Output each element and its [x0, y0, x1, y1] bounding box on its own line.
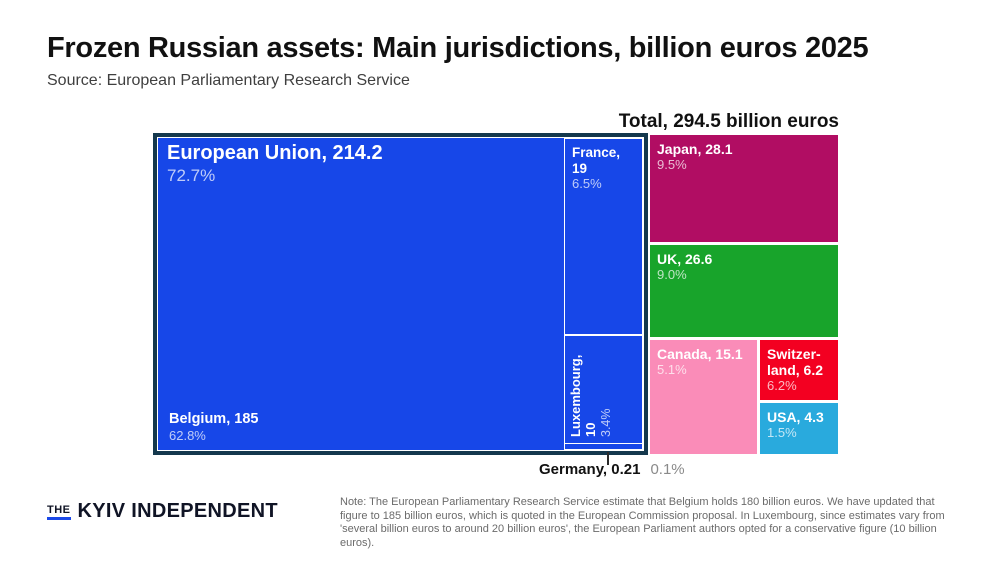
treemap-cell-eu-inner: European Union, 214.2 72.7% Belgium, 185… [157, 137, 644, 451]
germany-callout: Germany, 0.21 0.1% [539, 461, 685, 478]
cell-pct-france: 6.5% [572, 176, 602, 192]
luxembourg-rotated-label: Luxembourg, 10 3.4% [568, 341, 615, 438]
cell-label-switzerland: Switzer- land, 6.2 [767, 346, 824, 379]
treemap-cell-switzerland: Switzer- land, 6.2 6.2% [760, 340, 838, 400]
logo-name-text: KYIV INDEPENDENT [77, 500, 278, 522]
cell-label-usa: USA, 4.3 [767, 409, 824, 425]
page-title: Frozen Russian assets: Main jurisdiction… [47, 32, 869, 64]
cell-pct-uk: 9.0% [657, 267, 687, 283]
callout-pct-germany: 0.1% [650, 461, 685, 478]
cell-pct-canada: 5.1% [657, 362, 687, 378]
callout-label-germany: Germany, 0.21 [539, 461, 641, 478]
cell-label-uk: UK, 26.6 [657, 251, 713, 267]
treemap-cell-france: France, 19 6.5% [564, 138, 643, 335]
eu-label-box: European Union, 214.2 72.7% [167, 142, 383, 186]
treemap-cell-japan: Japan, 28.1 9.5% [650, 135, 838, 242]
footnote: Note: The European Parliamentary Researc… [340, 496, 945, 549]
cell-label-european-union: European Union, 214.2 [167, 142, 383, 164]
total-label: Total, 294.5 billion euros [618, 111, 839, 132]
treemap-cell-belgium: Belgium, 185 62.8% [169, 411, 258, 444]
cell-label-belgium: Belgium, 185 [169, 411, 259, 428]
treemap-chart: European Union, 214.2 72.7% Belgium, 185… [153, 133, 838, 455]
cell-label-canada: Canada, 15.1 [657, 346, 743, 362]
treemap-cell-canada: Canada, 15.1 5.1% [650, 340, 757, 454]
cell-label-luxembourg: Luxembourg, 10 [568, 354, 598, 437]
cell-pct-luxembourg: 3.4% [598, 408, 613, 438]
treemap-cell-european-union: European Union, 214.2 72.7% Belgium, 185… [153, 133, 648, 455]
cell-label-france: France, 19 [572, 145, 621, 176]
source-label: Source: European Parliamentary Research … [47, 72, 410, 89]
cell-pct-usa: 1.5% [767, 425, 797, 441]
cell-pct-switzerland: 6.2% [767, 378, 797, 394]
germany-callout-line [607, 452, 609, 465]
treemap-cell-luxembourg: Luxembourg, 10 3.4% [564, 335, 643, 444]
kyiv-independent-logo: THE KYIV INDEPENDENT [47, 500, 278, 523]
treemap-cell-germany [564, 443, 643, 450]
cell-label-japan: Japan, 28.1 [657, 141, 733, 157]
cell-pct-belgium: 62.8% [169, 427, 206, 443]
cell-pct-japan: 9.5% [657, 157, 687, 173]
logo-the-text: THE [47, 504, 71, 520]
treemap-cell-usa: USA, 4.3 1.5% [760, 403, 838, 454]
treemap-cell-uk: UK, 26.6 9.0% [650, 245, 838, 337]
cell-pct-european-union: 72.7% [167, 166, 216, 185]
